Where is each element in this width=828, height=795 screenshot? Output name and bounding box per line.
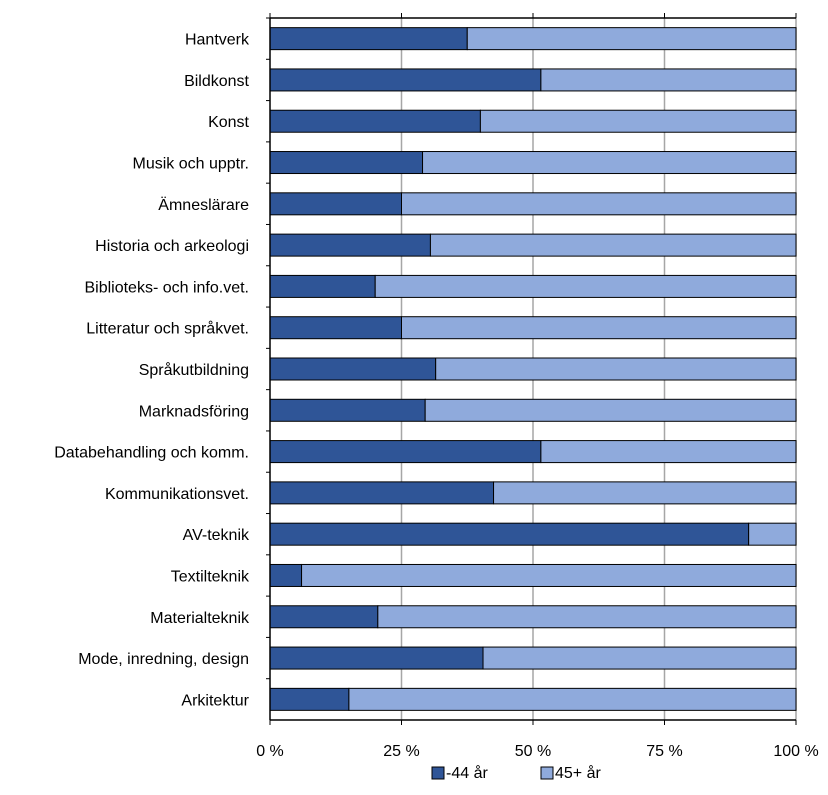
bar-young-14: [269, 605, 379, 629]
bar-young-5: [269, 233, 431, 257]
bar-old-14: [377, 605, 797, 629]
category-label: Hantverk: [185, 32, 250, 49]
category-label: Marknadsföring: [139, 403, 249, 420]
bar-young-16: [269, 687, 350, 711]
x-tick-label: 75 %: [646, 743, 682, 760]
category-label: Biblioteks- och info.vet.: [84, 279, 249, 296]
category-label: Mode, inredning, design: [78, 651, 249, 668]
bar-old-7: [401, 316, 797, 340]
category-label: Litteratur och språkvet.: [86, 320, 249, 338]
category-label: Historia och arkeologi: [95, 238, 249, 255]
bars: [269, 27, 797, 711]
bar-young-15: [269, 646, 484, 670]
bar-young-12: [269, 522, 750, 546]
legend-swatch-0: [431, 766, 445, 780]
bar-old-8: [435, 357, 797, 381]
bar-young-1: [269, 68, 542, 92]
bar-young-8: [269, 357, 437, 381]
category-label: Databehandling och komm.: [54, 445, 249, 462]
x-tick-label: 0 %: [256, 743, 284, 760]
axes: [266, 13, 797, 725]
category-label: Materialteknik: [150, 610, 250, 627]
category-label: Kommunikationsvet.: [105, 486, 249, 503]
bar-old-15: [482, 646, 797, 670]
x-tick-label: 100 %: [773, 743, 818, 760]
category-label: Bildkonst: [184, 73, 249, 90]
legend-label-0: -44 år: [446, 764, 488, 782]
category-label: Språkutbildning: [139, 361, 249, 379]
category-label: Arkitektur: [181, 692, 249, 709]
bar-young-9: [269, 398, 426, 422]
bar-old-9: [424, 398, 797, 422]
bar-old-3: [422, 151, 797, 175]
category-label: Textilteknik: [171, 568, 250, 585]
bar-young-13: [269, 563, 303, 587]
legend: -44 år 45+ år: [431, 764, 601, 782]
bar-old-16: [348, 687, 797, 711]
bar-young-2: [269, 109, 481, 133]
bar-old-5: [429, 233, 797, 257]
bar-young-7: [269, 316, 402, 340]
bar-old-11: [493, 481, 797, 505]
bar-old-6: [374, 274, 797, 298]
bar-old-2: [479, 109, 797, 133]
bar-young-0: [269, 27, 468, 51]
x-tick-label: 25 %: [383, 743, 419, 760]
bar-young-11: [269, 481, 495, 505]
bar-old-4: [401, 192, 797, 216]
category-label: Ämneslärare: [158, 196, 249, 214]
legend-swatch-1: [540, 766, 554, 780]
bar-young-4: [269, 192, 402, 216]
category-labels: Hantverk Bildkonst Konst Musik och upptr. Äm…: [54, 32, 250, 710]
bar-old-10: [540, 440, 797, 464]
bar-young-3: [269, 151, 424, 175]
category-label: Konst: [208, 114, 249, 131]
bar-young-6: [269, 274, 376, 298]
bar-young-10: [269, 440, 542, 464]
bar-old-13: [301, 563, 797, 587]
bar-old-0: [466, 27, 797, 51]
bar-old-12: [748, 522, 797, 546]
category-label: AV-teknik: [183, 527, 250, 544]
x-tick-labels: 0 % 25 % 50 % 75 % 100 %: [256, 743, 818, 760]
bar-old-1: [540, 68, 797, 92]
category-label: Musik och upptr.: [133, 156, 250, 173]
legend-label-1: 45+ år: [555, 764, 601, 782]
x-tick-label: 50 %: [515, 743, 551, 760]
